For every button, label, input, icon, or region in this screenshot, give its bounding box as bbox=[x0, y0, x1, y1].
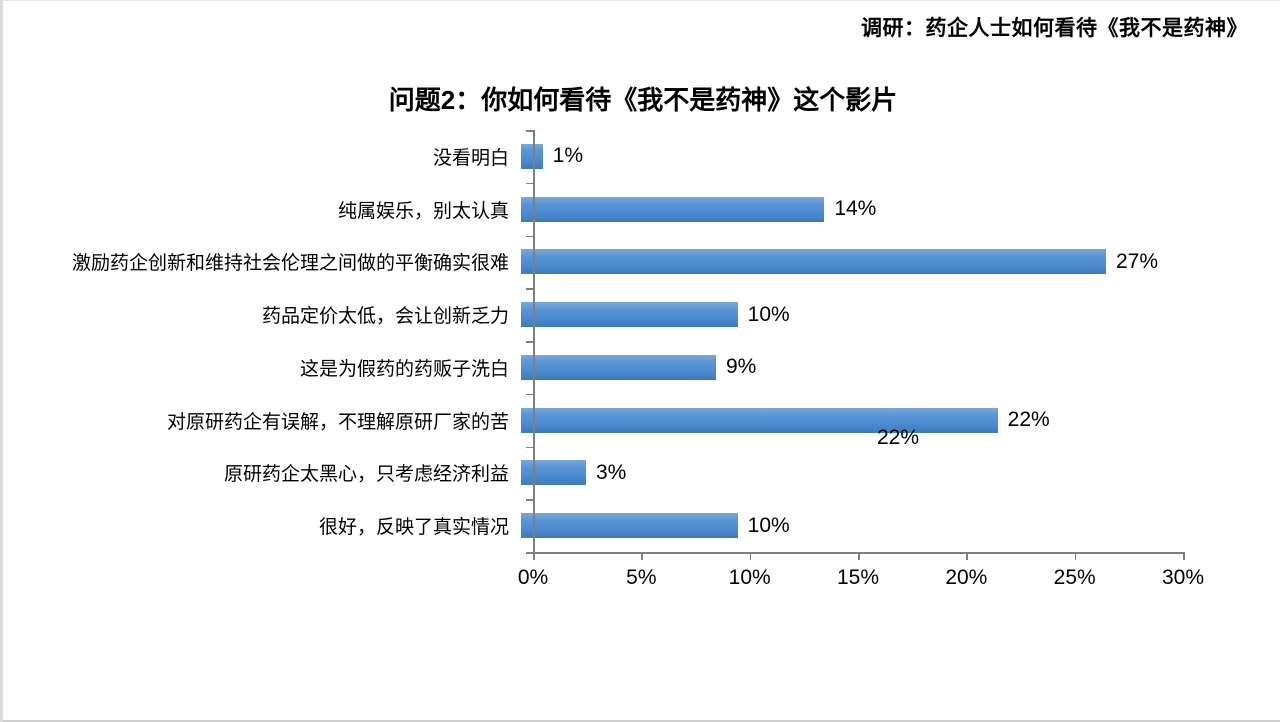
bar-area: 10% bbox=[521, 288, 1280, 341]
bar bbox=[521, 249, 1106, 275]
y-axis-line bbox=[533, 130, 535, 553]
category-label: 对原研药企有误解，不理解原研厂家的苦 bbox=[166, 411, 509, 433]
x-axis-tick-label: 10% bbox=[728, 566, 771, 589]
chart-row: 这是为假药的药贩子洗白 9% bbox=[3, 341, 1280, 394]
chart-row: 药品定价太低，会让创新乏力 10% bbox=[3, 288, 1280, 341]
bar bbox=[521, 196, 825, 222]
x-axis-tick-label: 0% bbox=[517, 566, 549, 589]
chart-title: 问题2：你如何看待《我不是药神》这个影片 bbox=[388, 85, 898, 115]
stray-value-label: 22% bbox=[876, 426, 920, 449]
y-axis-tick bbox=[526, 446, 533, 448]
slide-bottom-border bbox=[3, 720, 1280, 722]
bar-area: 10% bbox=[521, 499, 1280, 552]
category-label: 很好，反映了真实情况 bbox=[318, 517, 509, 539]
chart-row: 纯属娱乐，别太认真 14% bbox=[3, 183, 1280, 236]
bar-area: 14% bbox=[521, 183, 1280, 236]
survey-note: 调研：药企人士如何看待《我不是药神》 bbox=[861, 17, 1248, 40]
chart-row: 对原研药企有误解，不理解原研厂家的苦 22% bbox=[3, 394, 1280, 447]
chart-row: 很好，反映了真实情况 10% bbox=[3, 499, 1280, 552]
bar-area: 3% bbox=[521, 447, 1280, 500]
bar bbox=[521, 354, 716, 380]
y-axis-tick bbox=[526, 288, 533, 290]
x-axis-tick-label: 20% bbox=[945, 566, 988, 589]
y-axis-tick bbox=[526, 235, 533, 237]
x-axis-tick bbox=[641, 552, 643, 560]
bar-area: 9% bbox=[521, 341, 1280, 394]
bar bbox=[521, 302, 738, 328]
bar-area: 27% bbox=[521, 236, 1280, 289]
value-label: 1% bbox=[552, 144, 584, 168]
bar bbox=[521, 407, 998, 433]
y-axis-tick bbox=[526, 499, 533, 501]
x-axis-tick-label: 25% bbox=[1053, 566, 1096, 589]
x-axis-tick bbox=[533, 552, 535, 560]
chart-row: 原研药企太黑心，只考虑经济利益 3% bbox=[3, 447, 1280, 500]
x-axis-tick bbox=[966, 552, 968, 560]
value-label: 27% bbox=[1116, 249, 1159, 273]
x-axis-tick-label: 15% bbox=[836, 566, 880, 589]
value-label: 14% bbox=[834, 197, 877, 221]
bar bbox=[521, 460, 586, 486]
category-label: 激励药企创新和维持社会伦理之间做的平衡确实很难 bbox=[71, 253, 509, 275]
category-label: 原研药企太黑心，只考虑经济利益 bbox=[223, 464, 509, 486]
category-label: 没看明白 bbox=[432, 147, 509, 169]
category-label: 这是为假药的药贩子洗白 bbox=[299, 358, 509, 380]
bar bbox=[521, 143, 543, 169]
x-axis-tick-label: 5% bbox=[626, 566, 657, 589]
value-label: 3% bbox=[596, 460, 627, 484]
x-axis-tick bbox=[1183, 552, 1185, 560]
chart-rows: 没看明白 1% 纯属娱乐，别太认真 14% 激励药企创新和维持社会伦理之间做的平… bbox=[3, 130, 1280, 552]
y-axis-tick bbox=[526, 130, 533, 132]
chart-row: 没看明白 1% bbox=[3, 130, 1280, 183]
x-axis-tick-label: 30% bbox=[1161, 566, 1205, 589]
category-label: 纯属娱乐，别太认真 bbox=[337, 200, 509, 222]
value-label: 10% bbox=[747, 513, 790, 537]
bar-chart: 没看明白 1% 纯属娱乐，别太认真 14% 激励药企创新和维持社会伦理之间做的平… bbox=[3, 130, 1280, 610]
x-axis-tick bbox=[858, 552, 860, 560]
chart-row: 激励药企创新和维持社会伦理之间做的平衡确实很难 27% bbox=[3, 236, 1280, 289]
category-label: 药品定价太低，会让创新乏力 bbox=[261, 306, 509, 328]
x-axis-tick bbox=[1074, 552, 1077, 560]
bar-area: 22% bbox=[521, 394, 1280, 447]
bar bbox=[521, 513, 738, 539]
x-axis-tick bbox=[749, 552, 752, 560]
bar-area: 1% bbox=[521, 130, 1280, 183]
y-axis-tick bbox=[526, 182, 533, 185]
y-axis-tick bbox=[526, 341, 533, 343]
value-label: 10% bbox=[747, 302, 790, 326]
value-label: 22% bbox=[1007, 408, 1050, 432]
value-label: 9% bbox=[726, 355, 757, 379]
y-axis-tick bbox=[526, 393, 533, 396]
y-axis-tick bbox=[526, 552, 533, 554]
